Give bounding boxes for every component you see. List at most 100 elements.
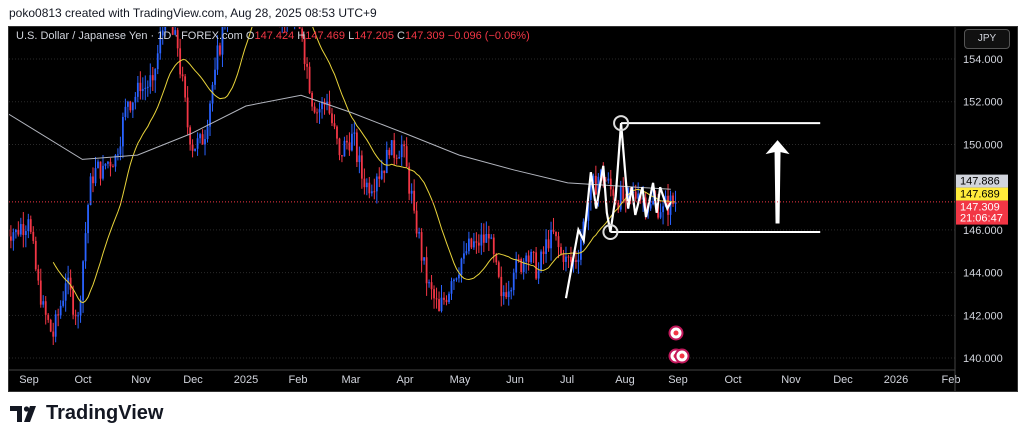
x-tick-label: Dec — [183, 374, 203, 386]
candle-body — [594, 175, 597, 195]
candle-body — [557, 236, 560, 248]
candle-body — [119, 146, 122, 155]
candle-body — [455, 278, 458, 280]
chart-panel[interactable]: 154.000 152.000 150.000 146.000 144.000 142.0… — [8, 26, 1018, 392]
candle-body — [298, 27, 301, 29]
candle-body — [52, 331, 55, 337]
candle-body — [440, 297, 443, 312]
low-value: 147.205 — [354, 30, 394, 42]
candle-body — [433, 289, 435, 299]
candle-body — [77, 315, 80, 317]
candle-body — [338, 138, 341, 156]
candle-body — [67, 277, 70, 284]
candle-body — [604, 180, 607, 182]
ma-slow-line — [9, 94, 671, 190]
candle-body — [47, 314, 50, 320]
candle-body — [9, 236, 12, 241]
candle-body — [156, 53, 159, 70]
y-tick-label: 144.000 — [963, 268, 1003, 280]
candle-body — [316, 112, 318, 114]
candle-body — [84, 233, 87, 262]
price-chart[interactable]: 154.000 152.000 150.000 146.000 144.000 142.0… — [9, 27, 1017, 391]
candle-body — [443, 297, 445, 300]
candle-body — [57, 314, 60, 316]
x-tick-label: Oct — [724, 374, 741, 386]
candle-body — [139, 82, 142, 92]
candle-body — [104, 163, 107, 166]
candle-body — [186, 97, 189, 128]
candle-body — [308, 66, 311, 94]
candle-body — [221, 27, 224, 55]
candle-body — [39, 280, 42, 305]
candle-body — [74, 314, 77, 317]
candle-body — [201, 134, 204, 145]
change-value: −0.096 (−0.06%) — [447, 30, 530, 42]
candle-body — [117, 154, 119, 156]
x-tick-label: Jul — [560, 374, 574, 386]
candle-body — [44, 301, 47, 315]
candle-body — [398, 157, 401, 159]
candle-body — [127, 101, 129, 107]
candle-body — [537, 270, 540, 279]
high-value: 147.469 — [305, 30, 345, 42]
candle-body — [592, 175, 595, 183]
candle-body — [122, 116, 124, 147]
candle-body — [184, 76, 187, 98]
candle-body — [151, 75, 154, 81]
candle-body — [495, 254, 498, 263]
candle-body — [134, 96, 137, 103]
support-circle — [602, 224, 619, 241]
candle-body — [662, 206, 664, 213]
candle-body — [37, 269, 40, 281]
candle-body — [326, 101, 328, 105]
x-tick-label: Feb — [942, 374, 961, 386]
candle-body — [637, 193, 640, 199]
candle-body — [199, 134, 201, 139]
candle-body — [34, 240, 37, 270]
candle-body — [42, 301, 45, 305]
x-tick-label: Sep — [668, 374, 688, 386]
candle-body — [450, 281, 453, 294]
currency-button[interactable]: JPY — [964, 29, 1010, 49]
x-tick-label: 2026 — [884, 374, 908, 386]
x-tick-label: Mar — [342, 374, 361, 386]
candle-body — [174, 30, 177, 35]
candle-body — [136, 82, 139, 97]
candle-body — [460, 258, 463, 275]
candle-body — [209, 103, 211, 127]
candle-body — [527, 255, 530, 263]
candle-body — [415, 210, 418, 234]
candle-body — [87, 205, 89, 234]
plot-area — [9, 27, 821, 364]
candle-body — [492, 237, 495, 255]
candle-body — [181, 74, 184, 77]
x-tick-label: Feb — [289, 374, 308, 386]
candle-body — [72, 289, 75, 315]
candle-body — [463, 253, 465, 259]
candle-body — [328, 101, 331, 114]
candle-body — [79, 300, 82, 316]
x-tick-label: Sep — [19, 374, 39, 386]
candle-body — [204, 139, 206, 145]
x-tick-label: Dec — [833, 374, 853, 386]
candle-body — [510, 290, 513, 292]
candle-body — [383, 170, 386, 174]
candle-body — [582, 221, 585, 240]
tradingview-logo[interactable]: TradingView — [10, 402, 163, 425]
candle-body — [380, 170, 383, 179]
candle-body — [92, 176, 94, 184]
candle-body — [346, 140, 348, 143]
candle-body — [109, 161, 112, 167]
candle-body — [500, 276, 503, 297]
candle-body — [102, 165, 104, 179]
candle-body — [144, 87, 147, 89]
candle-body — [458, 274, 460, 279]
candle-body — [577, 259, 580, 262]
candle-body — [467, 238, 470, 252]
price-label-bg — [956, 200, 1008, 225]
candle-body — [669, 195, 672, 215]
candle-body — [82, 261, 84, 301]
candle-body — [341, 155, 343, 157]
y-tick-label: 154.000 — [963, 54, 1003, 66]
candle-body — [400, 144, 403, 158]
